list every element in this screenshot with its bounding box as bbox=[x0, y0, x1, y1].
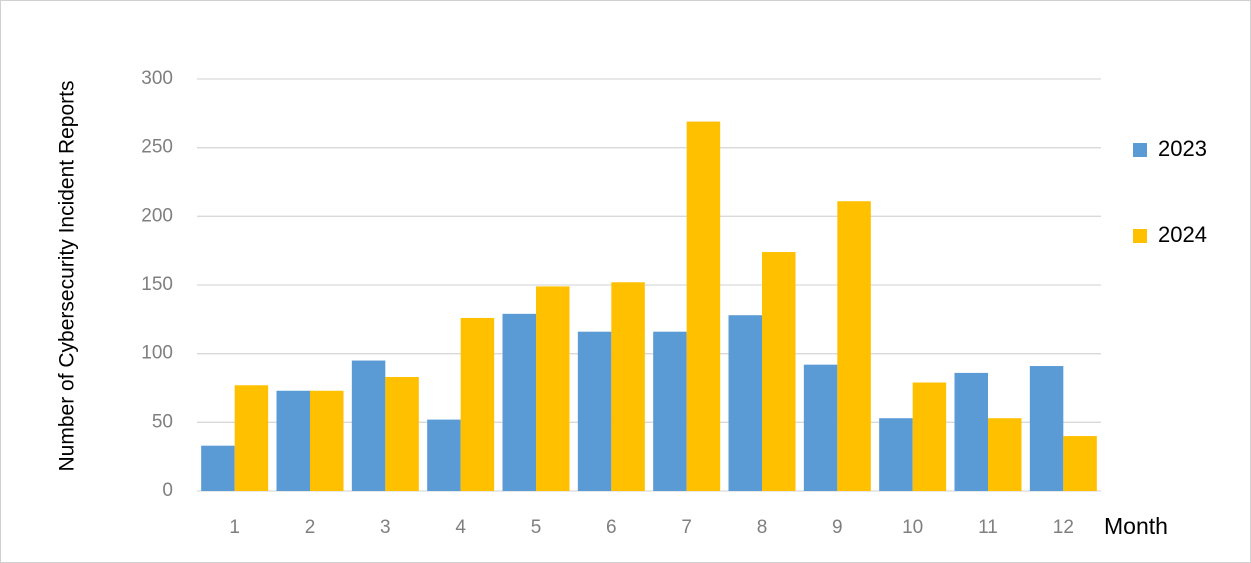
bar bbox=[234, 385, 269, 491]
bar bbox=[837, 201, 871, 491]
x-tick-label: 3 bbox=[380, 517, 391, 538]
bar bbox=[460, 317, 495, 491]
bar bbox=[536, 286, 570, 491]
legend-swatch bbox=[1133, 229, 1147, 243]
y-tick-label: 50 bbox=[152, 411, 173, 432]
x-tick-label: 9 bbox=[832, 517, 843, 538]
bar bbox=[1029, 366, 1064, 491]
bar bbox=[502, 313, 536, 491]
x-tick-label: 12 bbox=[1053, 517, 1074, 538]
y-tick-label: 200 bbox=[141, 205, 173, 226]
bar bbox=[385, 377, 419, 491]
x-tick-label: 2 bbox=[305, 517, 316, 538]
bar bbox=[1063, 436, 1097, 491]
bar bbox=[276, 390, 310, 491]
bar bbox=[954, 372, 988, 491]
bar bbox=[351, 360, 386, 491]
bar bbox=[653, 331, 687, 491]
y-tick-label: 300 bbox=[141, 68, 173, 89]
bar bbox=[762, 252, 796, 491]
x-tick-label: 1 bbox=[229, 517, 240, 538]
bar bbox=[879, 418, 913, 491]
bar bbox=[577, 331, 612, 491]
x-tick-label: 7 bbox=[681, 517, 692, 538]
y-axis-label: Number of Cybersecurity Incident Reports bbox=[56, 81, 79, 472]
x-tick-label: 4 bbox=[455, 517, 466, 538]
y-tick-label: 0 bbox=[162, 480, 173, 501]
bar bbox=[611, 282, 645, 491]
bar bbox=[728, 315, 762, 491]
bar bbox=[803, 364, 838, 491]
x-tick-label: 11 bbox=[978, 517, 998, 538]
y-tick-label: 100 bbox=[141, 343, 173, 364]
bar bbox=[912, 382, 947, 491]
y-tick-label: 250 bbox=[141, 137, 173, 158]
bar bbox=[686, 121, 721, 491]
bar bbox=[427, 419, 461, 491]
x-tick-label: 6 bbox=[606, 517, 617, 538]
x-tick-label: 10 bbox=[902, 517, 923, 538]
legend-swatch bbox=[1133, 143, 1147, 157]
x-axis-label: Month bbox=[1104, 513, 1168, 539]
legend-label: 2024 bbox=[1158, 222, 1207, 247]
legend-label: 2023 bbox=[1158, 136, 1207, 161]
bar bbox=[988, 418, 1022, 491]
bar bbox=[201, 445, 235, 491]
y-tick-label: 150 bbox=[141, 274, 173, 295]
x-tick-label: 8 bbox=[757, 517, 768, 538]
bar bbox=[310, 390, 344, 491]
x-tick-label: 5 bbox=[531, 517, 542, 538]
